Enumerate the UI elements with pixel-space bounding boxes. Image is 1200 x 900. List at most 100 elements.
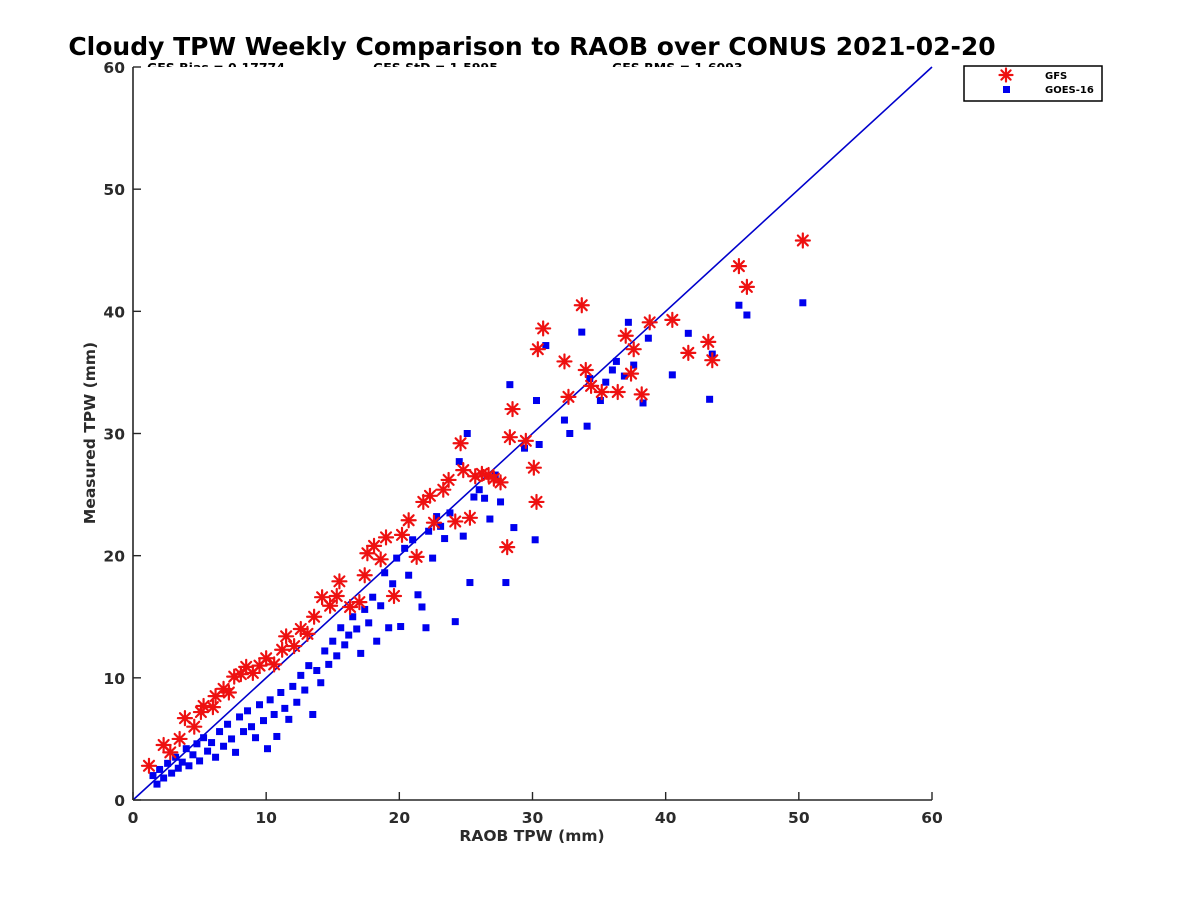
goes16-point — [521, 444, 529, 452]
gfs-point — [517, 432, 534, 449]
goes16-point — [224, 720, 232, 728]
goes16-point — [377, 602, 385, 610]
goes16-point — [329, 637, 337, 645]
gfs-series — [140, 232, 811, 774]
gfs-point — [609, 383, 626, 401]
goes16-point — [273, 732, 281, 740]
x-tick-label: 0 — [128, 809, 139, 827]
gfs-point — [274, 641, 291, 658]
goes16-point — [620, 372, 628, 380]
gfs-point — [440, 471, 457, 489]
goes16-point — [313, 667, 321, 675]
goes16-point — [510, 524, 518, 532]
gfs-point — [232, 666, 249, 683]
goes16-series — [149, 299, 807, 788]
goes16-point — [735, 301, 743, 309]
y-tick-label: 0 — [114, 792, 125, 810]
gfs-point — [176, 710, 194, 727]
goes16-point — [260, 717, 268, 725]
gfs-point — [573, 297, 590, 314]
goes16-point — [153, 780, 161, 788]
goes16-point — [409, 536, 417, 544]
reference-line — [132, 66, 933, 801]
goes16-point — [216, 728, 224, 736]
goes16-point — [441, 535, 449, 543]
goes16-point — [475, 486, 483, 494]
goes16-point — [333, 652, 341, 660]
gfs-point — [162, 744, 179, 761]
goes16-point — [743, 311, 751, 319]
y-tick-label: 30 — [103, 426, 125, 444]
goes16-point — [270, 710, 278, 718]
gfs-point — [582, 377, 600, 394]
gfs-point — [617, 327, 634, 344]
goes16-point — [497, 498, 505, 506]
goes16-point — [463, 430, 471, 437]
goes16-point — [385, 624, 393, 632]
goes16-point — [321, 647, 329, 655]
gfs-point — [641, 314, 658, 331]
gfs-point — [680, 344, 697, 361]
goes16-point — [481, 494, 489, 502]
gfs-point — [238, 658, 255, 675]
gfs-point — [529, 341, 546, 358]
goes16-point — [353, 625, 361, 633]
gfs-point — [266, 656, 283, 673]
goes16-point — [361, 605, 369, 613]
goes16-point — [156, 765, 164, 773]
gfs-point — [356, 567, 373, 584]
gfs-point — [220, 684, 237, 701]
gfs-point — [351, 593, 368, 611]
gfs-point — [400, 512, 417, 529]
goes16-point — [397, 623, 405, 631]
y-tick-label: 10 — [103, 670, 125, 688]
gfs-point — [421, 487, 439, 504]
goes16-point — [373, 637, 381, 645]
goes16-point — [612, 357, 620, 365]
gfs-point — [560, 388, 577, 405]
gfs-point — [455, 462, 472, 479]
goes16-point — [277, 688, 285, 696]
goes16-point — [446, 509, 454, 517]
goes16-point — [502, 579, 510, 587]
goes16-point — [325, 660, 333, 668]
goes16-point — [602, 378, 610, 386]
goes16-point — [459, 532, 467, 540]
gfs-point — [461, 509, 479, 526]
goes16-point — [160, 774, 168, 782]
gfs-point — [577, 361, 594, 379]
gfs-point — [140, 757, 158, 774]
goes16-point — [220, 742, 228, 750]
gfs-point — [192, 703, 210, 721]
gfs-point — [186, 718, 203, 735]
gfs-point — [794, 232, 811, 249]
x-tick-label: 40 — [655, 809, 677, 827]
x-tick-label: 50 — [788, 809, 810, 827]
gfs-point — [700, 333, 717, 350]
goes16-point — [433, 513, 441, 521]
y-tick-label: 20 — [103, 548, 125, 566]
gfs-point — [499, 539, 516, 556]
gfs-point — [633, 386, 650, 403]
goes16-point — [586, 375, 594, 383]
goes16-point — [337, 624, 345, 632]
goes16-point — [466, 579, 474, 587]
goes16-point — [506, 381, 514, 389]
goes16-point — [531, 536, 539, 544]
goes16-point — [174, 764, 182, 772]
goes16-point — [401, 544, 409, 552]
goes16-point — [232, 748, 240, 756]
goes16-point — [248, 723, 256, 731]
goes16-point — [799, 299, 807, 307]
goes16-point — [624, 318, 632, 326]
goes16-point — [297, 671, 305, 679]
x-axis-label: RAOB TPW (mm) — [459, 827, 604, 845]
goes16-point — [266, 696, 274, 704]
goes16-point — [639, 399, 647, 407]
goes16-point — [560, 416, 568, 424]
goes16-point — [317, 679, 325, 687]
goes16-point — [228, 735, 236, 743]
gfs-point — [385, 587, 403, 605]
goes16-point — [200, 734, 208, 742]
